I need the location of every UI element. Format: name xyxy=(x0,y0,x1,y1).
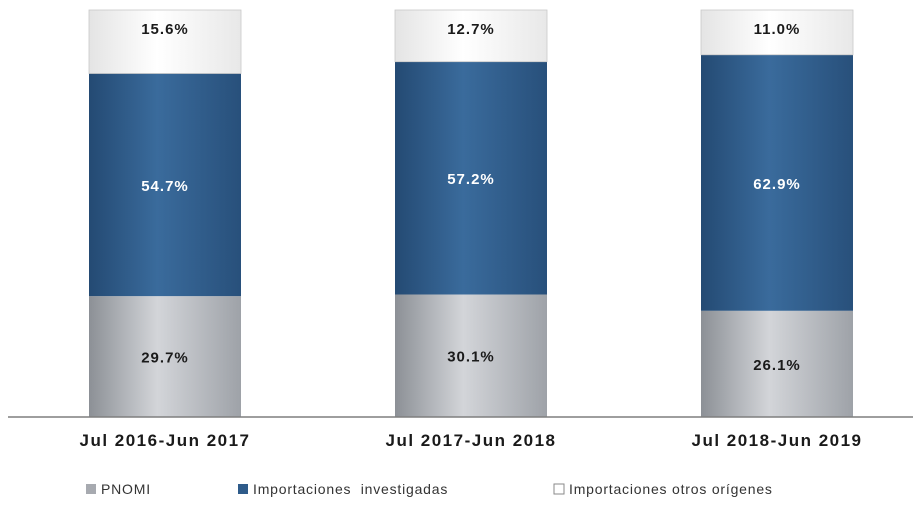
legend-swatch-importaciones-investigadas xyxy=(238,484,248,494)
legend-item-importaciones-investigadas: Importaciones investigadas xyxy=(238,481,448,497)
bar-segment-importaciones-otros-or-genes-1 xyxy=(89,10,241,73)
category-labels: Jul 2016-Jun 2017 Jul 2017-Jun 2018 Jul 20… xyxy=(79,431,862,450)
legend-label-pnomi: PNOMI xyxy=(101,481,151,497)
data-label-pnomi-1: 29.7% xyxy=(141,350,189,367)
x-tick-label-2: Jul 2017-Jun 2018 xyxy=(385,431,556,450)
data-label-importaciones-otros-or-genes-2: 12.7% xyxy=(447,21,495,38)
legend-swatch-importaciones-otros-or-genes xyxy=(554,484,564,494)
legend-label-importaciones-otros-or-genes: Importaciones otros orígenes xyxy=(569,481,773,497)
x-tick-label-3: Jul 2018-Jun 2019 xyxy=(691,431,862,450)
data-label-pnomi-2: 30.1% xyxy=(447,349,495,366)
data-label-importaciones-otros-or-genes-1: 15.6% xyxy=(141,21,189,38)
data-label-importaciones-investigadas-2: 57.2% xyxy=(447,171,495,188)
x-tick-label-1: Jul 2016-Jun 2017 xyxy=(79,431,250,450)
legend: PNOMI Importaciones investigadas Importaci… xyxy=(86,481,773,497)
legend-label-importaciones-investigadas: Importaciones investigadas xyxy=(253,481,448,497)
data-label-importaciones-investigadas-1: 54.7% xyxy=(141,178,189,195)
data-label-importaciones-otros-or-genes-3: 11.0% xyxy=(754,21,801,38)
legend-item-importaciones-otros-or-genes: Importaciones otros orígenes xyxy=(554,481,773,497)
data-label-importaciones-investigadas-3: 62.9% xyxy=(753,176,801,193)
data-label-pnomi-3: 26.1% xyxy=(753,357,801,374)
bars-layer: 29.7% 54.7% 15.6% 30.1% 57.2% 12.7% 26.1% 62.9%… xyxy=(89,10,853,417)
legend-swatch-pnomi xyxy=(86,484,96,494)
legend-item-pnomi: PNOMI xyxy=(86,481,151,497)
